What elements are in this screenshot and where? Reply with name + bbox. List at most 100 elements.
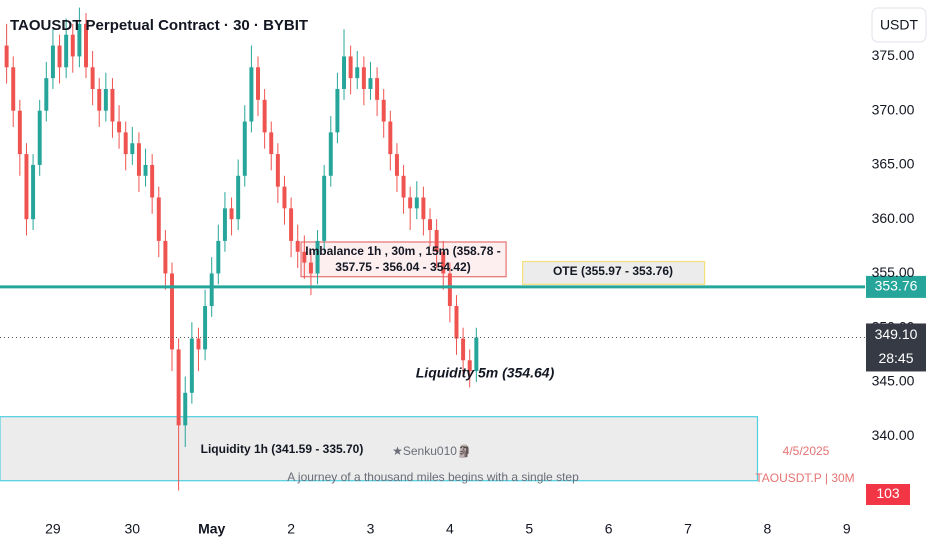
candle-body <box>447 273 452 306</box>
x-tick-label: 8 <box>764 521 772 537</box>
last-price-tag <box>866 323 926 372</box>
countdown: 28:45 <box>878 350 913 366</box>
candle-body <box>50 45 55 79</box>
candle-body <box>209 273 214 306</box>
currency-label[interactable]: USDT <box>880 17 919 33</box>
watermark-symbol: TAOUSDT.P | 30M <box>755 471 854 485</box>
candle-body <box>77 23 82 57</box>
zone-label: 357.75 - 356.04 - 354.42) <box>335 260 470 274</box>
candle-body <box>295 240 300 252</box>
x-tick-label: May <box>198 521 225 537</box>
y-tick-label: 365.00 <box>872 156 915 172</box>
x-tick-label: 30 <box>125 521 141 537</box>
candle-body <box>269 132 274 155</box>
candle-body <box>328 132 333 176</box>
candle-body <box>355 67 360 79</box>
candle-body <box>315 240 320 274</box>
y-tick-label: 355.00 <box>872 264 915 280</box>
watermark-date: 4/5/2025 <box>783 444 830 458</box>
level-price-tag <box>866 275 926 298</box>
candle-body <box>84 23 88 68</box>
candle-body <box>216 240 221 274</box>
candle-body <box>57 45 62 68</box>
x-tick-label: 6 <box>605 521 613 537</box>
candle-body <box>242 121 247 176</box>
candle-body <box>189 338 194 393</box>
candle-body <box>17 110 22 155</box>
candle-body <box>441 251 446 274</box>
chart-title: TAOUSDT Perpetual Contract · 30 · BYBIT <box>10 17 308 34</box>
candle-body <box>203 306 208 350</box>
zone-box <box>522 260 706 285</box>
candle-body <box>414 197 419 209</box>
candle-body <box>368 78 373 89</box>
candle-body <box>461 338 466 361</box>
x-tick-label: 9 <box>843 521 851 537</box>
candle-body <box>282 186 287 209</box>
candle-body <box>11 67 16 111</box>
currency-button[interactable] <box>871 7 927 43</box>
x-tick-label: 4 <box>446 521 454 537</box>
annotation: Liquidity 5m (354.64) <box>416 365 555 381</box>
candle-body <box>37 110 42 165</box>
candle-body <box>176 349 181 426</box>
candle-body <box>394 154 399 176</box>
candle-body <box>156 197 161 241</box>
candle-body <box>110 88 115 122</box>
candle-body <box>308 262 313 274</box>
candle-body <box>421 197 426 220</box>
candle-body <box>229 208 234 220</box>
level-price-label: 353.76 <box>875 278 918 294</box>
candle-body <box>401 175 406 198</box>
zone-label: OTE (355.97 - 353.76) <box>553 264 673 278</box>
candle-body <box>70 34 75 57</box>
zone-box <box>0 416 759 482</box>
candle-body <box>136 143 141 176</box>
x-tick-label: 2 <box>287 521 295 537</box>
zone-label: Imbalance 1h , 30m , 15m (358.78 - <box>305 244 500 258</box>
y-tick-label: 345.00 <box>872 373 915 389</box>
candle-body <box>31 164 36 220</box>
candle-body <box>434 230 439 252</box>
y-tick-label: 340.00 <box>872 427 915 443</box>
candle-body <box>163 240 168 274</box>
candle-body <box>467 360 472 372</box>
candle-body <box>222 208 227 241</box>
candle-body <box>454 306 459 339</box>
candle-body <box>183 392 188 426</box>
candle-body <box>302 251 307 263</box>
plot: Imbalance 1h , 30m , 15m (358.78 - 357.75… <box>0 7 759 491</box>
candle-body <box>381 99 386 122</box>
price-axis <box>865 0 932 550</box>
time-axis <box>0 510 865 550</box>
x-tick-label: 5 <box>525 521 533 537</box>
candle-body <box>143 164 148 176</box>
candle-body <box>361 67 366 89</box>
zone-label: Liquidity 1h (341.59 - 335.70) <box>201 442 364 456</box>
candle-body <box>322 175 327 241</box>
candle-body <box>44 78 49 111</box>
y-tick-label: 375.00 <box>872 47 915 63</box>
candle-body <box>262 99 267 133</box>
candle-body <box>335 88 340 133</box>
candle-body <box>150 164 155 198</box>
y-tick-label: 360.00 <box>872 210 915 226</box>
candle-body <box>64 34 69 68</box>
candle-body <box>97 88 102 111</box>
candle-body <box>428 219 433 231</box>
candle-body <box>348 56 353 79</box>
candle-body <box>474 337 479 372</box>
candle-body <box>236 175 241 220</box>
zone-box <box>300 241 507 278</box>
y-tick-label: 370.00 <box>872 101 915 117</box>
candle-body <box>289 208 294 241</box>
watermark-author: ★Senku010🗿 <box>392 444 472 458</box>
volume-tag <box>866 484 910 505</box>
x-tick-label: 29 <box>45 521 61 537</box>
candle-body <box>408 197 413 209</box>
watermark-quote: A journey of a thousand miles begins wit… <box>287 470 579 484</box>
volume-label: 103 <box>876 485 900 501</box>
last-price-label: 349.10 <box>875 326 918 342</box>
candle-body <box>4 45 9 68</box>
